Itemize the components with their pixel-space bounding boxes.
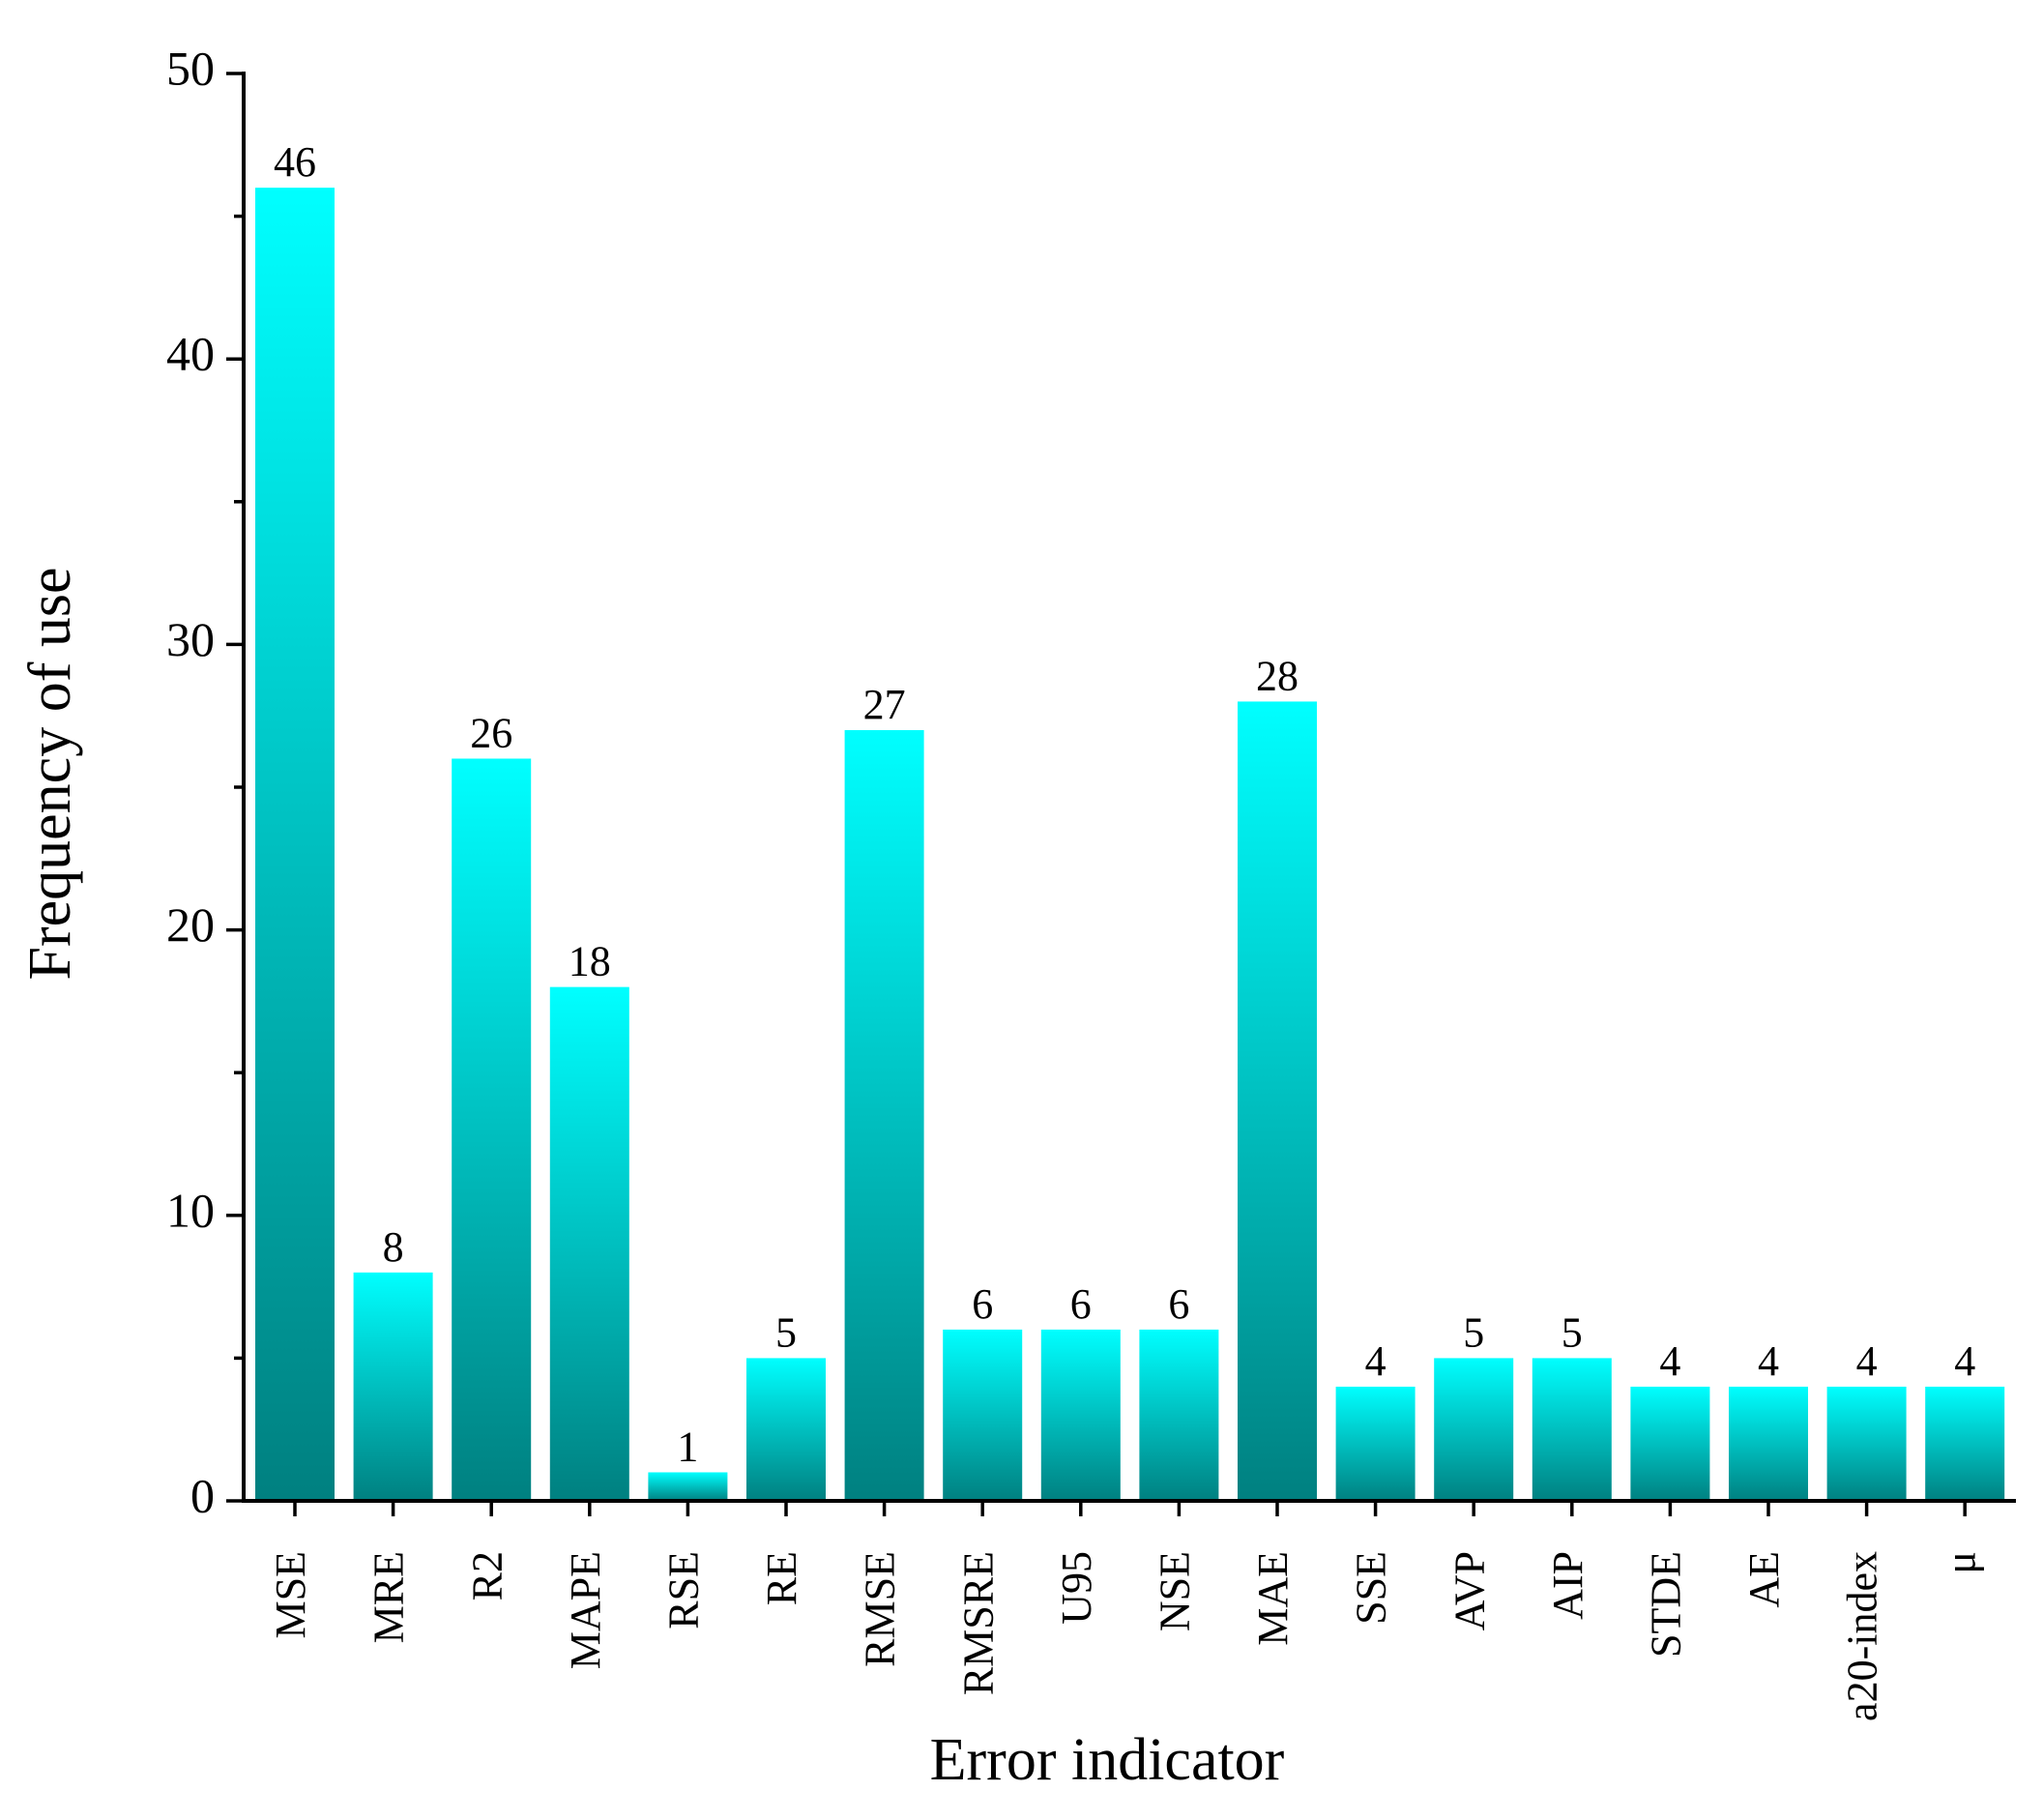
data-labels-group: 46 8 26 18 1 5 27 6 6 6 28 4 5 5 4 4 4 4: [274, 138, 1975, 1470]
x-tick-label: RMSRE: [954, 1551, 1002, 1695]
bar--: [1925, 1386, 2005, 1501]
data-label: 5: [1463, 1308, 1484, 1356]
data-label: 46: [274, 138, 316, 186]
data-label: 4: [1856, 1337, 1878, 1385]
bar-nse: [1139, 1329, 1219, 1501]
data-label: 4: [1758, 1337, 1779, 1385]
bar-r2: [452, 758, 532, 1501]
data-label: 6: [1070, 1280, 1092, 1328]
x-tick-label: U95: [1053, 1551, 1100, 1625]
data-label: 1: [677, 1423, 698, 1470]
x-tick-label: RSE: [659, 1551, 707, 1629]
bar-re: [746, 1358, 826, 1501]
data-label: 5: [775, 1308, 797, 1356]
y-tick-label: 10: [166, 1183, 215, 1237]
bar-avp: [1434, 1358, 1514, 1501]
bar-mse: [255, 188, 335, 1502]
x-tick-label: R2: [463, 1551, 511, 1600]
bars-group: [255, 188, 2005, 1502]
x-tick-label: MRE: [365, 1551, 413, 1643]
y-axis: 0 10 20 30 40 50: [166, 41, 246, 1522]
x-tick-label: NSE: [1151, 1551, 1198, 1631]
data-label: 5: [1561, 1308, 1583, 1356]
x-tick-label: RE: [758, 1551, 805, 1605]
y-tick-label: 50: [166, 41, 215, 95]
y-tick-label: 0: [190, 1468, 215, 1522]
x-tick-label: AVP: [1445, 1551, 1493, 1630]
x-tick-label: MSE: [267, 1551, 314, 1638]
bar-rmse: [844, 729, 924, 1501]
data-label: 4: [1659, 1337, 1680, 1385]
bar-rmsre: [943, 1329, 1023, 1501]
data-label: 27: [863, 681, 906, 728]
x-tick-label: RMSE: [857, 1551, 904, 1667]
data-label: 18: [569, 938, 611, 985]
x-tick-label: μ: [1937, 1551, 1984, 1574]
bar-mape: [549, 986, 629, 1501]
x-tick-label: STDE: [1642, 1551, 1689, 1658]
data-label: 28: [1256, 652, 1299, 699]
bar-aip: [1532, 1358, 1612, 1501]
x-tick-label: a20-index: [1839, 1551, 1886, 1721]
bar-rse: [648, 1472, 728, 1501]
y-tick-label: 40: [166, 327, 215, 381]
bar-a20-index: [1826, 1386, 1907, 1501]
bar-mre: [353, 1272, 433, 1501]
x-tick-label: SSE: [1348, 1551, 1395, 1625]
bar-stde: [1630, 1386, 1710, 1501]
x-tick-label: MAPE: [562, 1551, 609, 1669]
data-label: 6: [1168, 1280, 1189, 1328]
x-axis-title: Error indicator: [930, 1727, 1285, 1793]
data-label: 8: [383, 1223, 404, 1271]
bar-sse: [1335, 1386, 1416, 1501]
bar-mae: [1238, 701, 1317, 1501]
data-label: 4: [1954, 1337, 1975, 1385]
bar-ae: [1729, 1386, 1808, 1501]
y-tick-label: 30: [166, 612, 215, 666]
y-axis-title: Frequency of use: [17, 568, 83, 981]
x-tick-label: AE: [1740, 1551, 1788, 1608]
data-label: 26: [470, 709, 512, 756]
bar-u95: [1040, 1329, 1121, 1501]
data-label: 4: [1365, 1337, 1386, 1385]
x-tick-label: MAE: [1249, 1551, 1297, 1646]
data-label: 6: [972, 1280, 993, 1328]
y-tick-label: 20: [166, 897, 215, 952]
x-tick-label: AIP: [1544, 1551, 1591, 1620]
x-axis: MSE MRE R2 MAPE RSE RE RMSE RMSRE U95 NSE MAE SSE AV…: [244, 1499, 2016, 1721]
